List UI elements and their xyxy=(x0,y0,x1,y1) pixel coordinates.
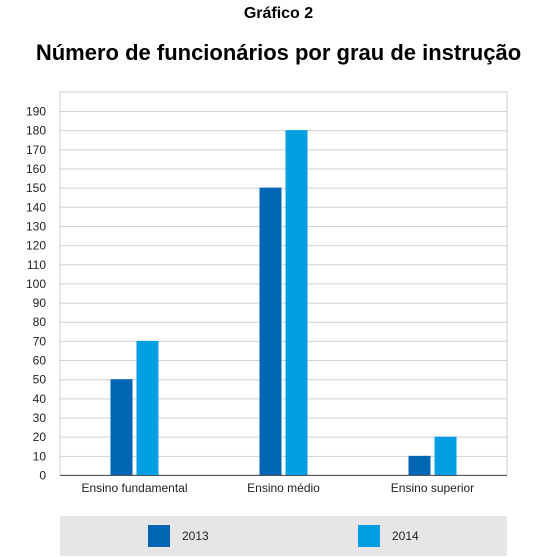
legend: 2013 2014 xyxy=(60,516,507,556)
y-tick-label: 190 xyxy=(26,105,46,119)
y-tick-label: 10 xyxy=(33,449,47,463)
chart-title: Número de funcionários por grau de instr… xyxy=(35,40,522,65)
bar-chart: 0 10 20 30 40 50 60 70 80 90 100 110 120 130 140 150 160… xyxy=(26,91,508,495)
figure-label: Gráfico 2 xyxy=(243,5,314,22)
x-category-label: Ensino superior xyxy=(391,481,474,495)
y-tick-label: 130 xyxy=(26,219,46,233)
legend-swatch-2014 xyxy=(358,525,380,547)
legend-item-2014: 2014 xyxy=(358,525,419,547)
y-tick-label: 120 xyxy=(26,239,46,253)
y-tick-label: 180 xyxy=(26,124,46,138)
bar-2013 xyxy=(408,455,431,475)
legend-label-2013: 2013 xyxy=(182,529,209,543)
x-category-label: Ensino médio xyxy=(247,481,320,495)
x-category-label: Ensino fundamental xyxy=(81,481,187,495)
y-tick-label: 30 xyxy=(33,411,47,425)
y-tick-label: 60 xyxy=(33,354,47,368)
bar-2014 xyxy=(136,340,159,475)
y-tick-label: 80 xyxy=(33,315,47,329)
y-tick-label: 20 xyxy=(33,430,47,444)
bar-2014 xyxy=(285,130,308,475)
y-tick-label: 50 xyxy=(33,373,47,387)
legend-swatch-2013 xyxy=(148,525,170,547)
y-tick-label: 170 xyxy=(26,143,46,157)
bar-2014 xyxy=(434,436,457,475)
y-tick-label: 70 xyxy=(33,334,47,348)
y-tick-label: 110 xyxy=(27,258,46,272)
y-tick-label: 100 xyxy=(26,277,46,291)
legend-item-2013: 2013 xyxy=(148,525,209,547)
bar-2013 xyxy=(110,379,133,475)
legend-label-2014: 2014 xyxy=(392,529,419,543)
y-tick-label: 150 xyxy=(26,181,46,195)
y-tick-label: 160 xyxy=(26,162,46,176)
y-tick-label: 40 xyxy=(33,392,47,406)
y-tick-label: 140 xyxy=(26,200,46,214)
bar-2013 xyxy=(259,187,282,475)
y-tick-label: 90 xyxy=(33,296,47,310)
y-tick-label: 0 xyxy=(39,469,46,483)
